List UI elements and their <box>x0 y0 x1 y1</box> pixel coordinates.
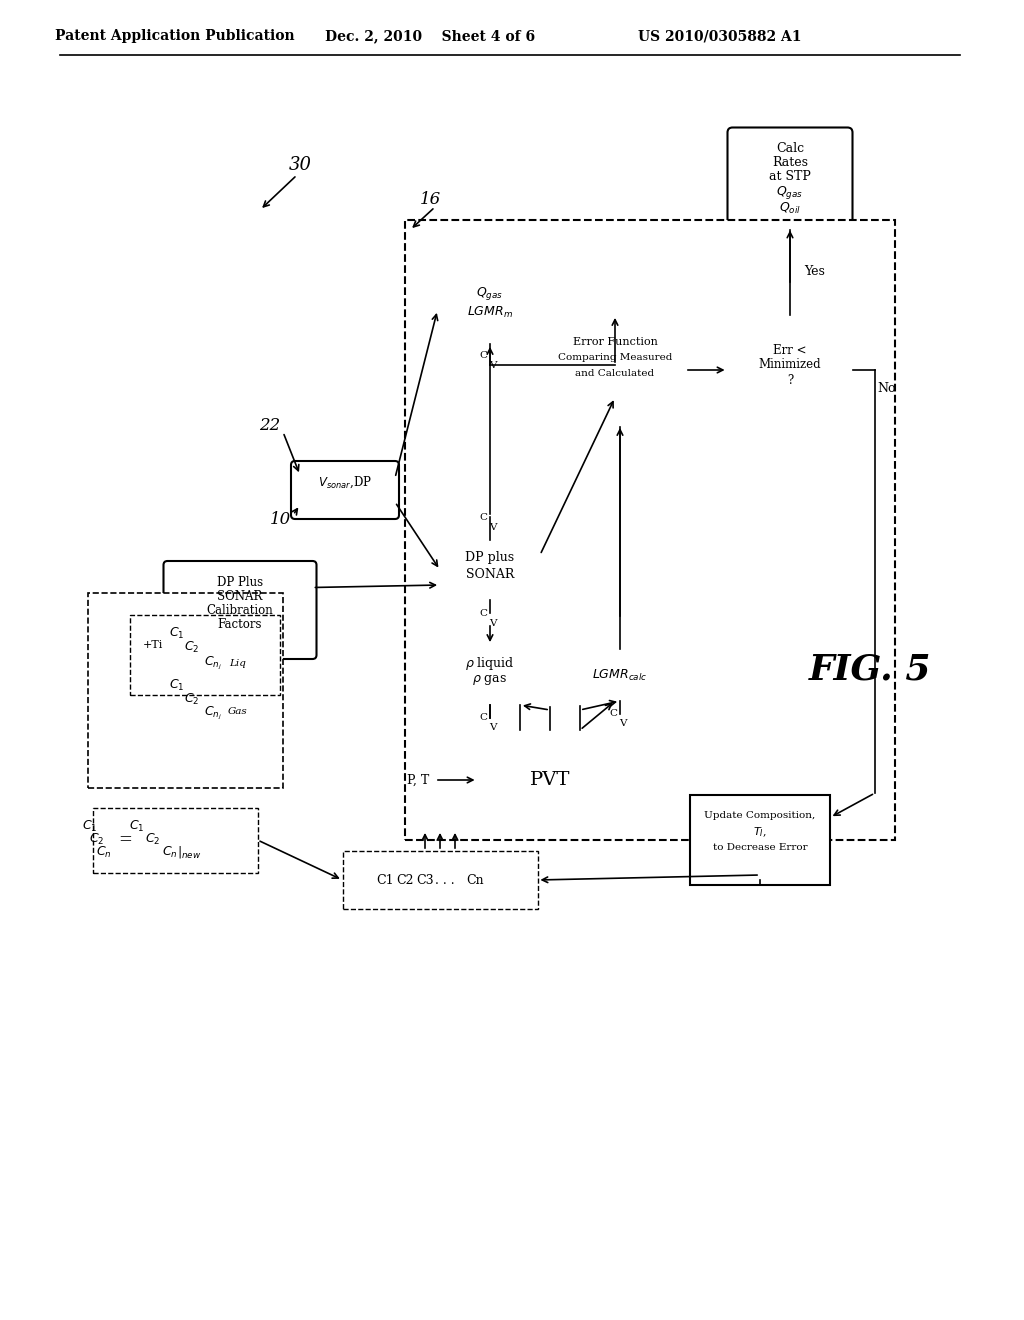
Text: to Decrease Error: to Decrease Error <box>713 843 807 853</box>
Text: 30: 30 <box>289 156 311 174</box>
Text: Dec. 2, 2010    Sheet 4 of 6: Dec. 2, 2010 Sheet 4 of 6 <box>325 29 536 44</box>
Text: V: V <box>489 723 497 733</box>
Text: Err <: Err < <box>773 343 807 356</box>
Bar <box>437 276 543 345</box>
Text: Comparing Measured: Comparing Measured <box>558 354 672 363</box>
Text: SONAR: SONAR <box>217 590 263 602</box>
Text: V: V <box>620 719 627 729</box>
Text: $LGMR_m$: $LGMR_m$ <box>467 305 513 319</box>
Text: $C_{n_j}$: $C_{n_j}$ <box>204 655 222 672</box>
Text: 22: 22 <box>259 417 281 433</box>
Text: Cn: Cn <box>466 874 483 887</box>
Text: C: C <box>479 714 487 722</box>
Text: at STP: at STP <box>769 169 811 182</box>
Text: 16: 16 <box>420 191 440 209</box>
Text: 10: 10 <box>269 511 291 528</box>
Text: $\rho$ liquid: $\rho$ liquid <box>465 655 515 672</box>
Bar <box>477 730 623 830</box>
Text: $C_n$: $C_n$ <box>162 845 178 859</box>
Text: $C_{n_j}$: $C_{n_j}$ <box>204 705 222 722</box>
Text: $Q_{oil}$: $Q_{oil}$ <box>779 201 801 215</box>
Text: FIG. 5: FIG. 5 <box>809 653 931 686</box>
Text: $C_1$: $C_1$ <box>169 677 184 693</box>
Text: Rates: Rates <box>772 156 808 169</box>
Text: $C_2$: $C_2$ <box>89 832 104 846</box>
Bar <box>342 851 538 909</box>
Text: Liq: Liq <box>229 659 247 668</box>
Text: C: C <box>609 710 617 718</box>
Text: C: C <box>479 609 487 618</box>
Text: PVT: PVT <box>529 771 570 789</box>
FancyBboxPatch shape <box>436 536 544 605</box>
Text: $\rho$ gas: $\rho$ gas <box>472 673 508 686</box>
Text: $LGMR_{calc}$: $LGMR_{calc}$ <box>592 668 648 682</box>
Text: $V_{sonar}$,DP: $V_{sonar}$,DP <box>318 474 372 490</box>
Text: C1: C1 <box>376 874 394 887</box>
Text: $C_1$: $C_1$ <box>82 818 97 833</box>
Text: C: C <box>479 512 487 521</box>
Text: Calc: Calc <box>776 141 804 154</box>
Text: +Ti: +Ti <box>142 640 163 649</box>
Text: $T_I$,: $T_I$, <box>753 825 767 838</box>
Text: US 2010/0305882 A1: US 2010/0305882 A1 <box>638 29 802 44</box>
Text: C3: C3 <box>416 874 434 887</box>
Text: Calibration: Calibration <box>207 603 273 616</box>
Bar <box>545 315 685 425</box>
Text: P, T: P, T <box>407 774 429 787</box>
Text: Gas: Gas <box>228 706 248 715</box>
Text: C2: C2 <box>396 874 414 887</box>
Text: $C_n$: $C_n$ <box>96 845 112 859</box>
Text: Yes: Yes <box>804 265 825 277</box>
Bar <box>130 615 280 696</box>
Text: V: V <box>489 523 497 532</box>
Bar <box>87 593 283 788</box>
Bar <box>92 808 257 873</box>
Text: C: C <box>479 351 487 359</box>
Text: $C_1$: $C_1$ <box>169 626 184 640</box>
Bar <box>562 649 678 701</box>
FancyBboxPatch shape <box>291 461 399 519</box>
Text: Error Function: Error Function <box>572 337 657 347</box>
Text: $C_2$: $C_2$ <box>184 692 200 706</box>
Text: Update Composition,: Update Composition, <box>705 812 816 821</box>
FancyBboxPatch shape <box>164 561 316 659</box>
Text: $C_2$: $C_2$ <box>145 832 161 846</box>
Text: DP Plus: DP Plus <box>217 576 263 589</box>
Text: $C_1$: $C_1$ <box>129 818 144 833</box>
Text: ?: ? <box>786 374 794 387</box>
Text: Minimized: Minimized <box>759 359 821 371</box>
Text: V: V <box>489 619 497 627</box>
Text: $Q_{gas}$: $Q_{gas}$ <box>776 183 804 201</box>
Text: and Calculated: and Calculated <box>575 368 654 378</box>
Text: $|_{new}$: $|_{new}$ <box>177 843 202 861</box>
Text: Patent Application Publication: Patent Application Publication <box>55 29 295 44</box>
Text: Factors: Factors <box>218 618 262 631</box>
Text: $C_2$: $C_2$ <box>184 639 200 655</box>
Polygon shape <box>727 315 853 425</box>
Text: DP plus: DP plus <box>466 552 515 565</box>
FancyBboxPatch shape <box>727 128 853 232</box>
Text: =: = <box>118 832 132 849</box>
Text: No: No <box>878 381 896 395</box>
Text: . . .: . . . <box>435 874 455 887</box>
FancyBboxPatch shape <box>436 642 544 709</box>
Text: V: V <box>489 360 497 370</box>
Bar <box>690 795 830 884</box>
Bar <box>406 220 895 840</box>
Text: SONAR: SONAR <box>466 568 514 581</box>
Text: $Q_{gas}$: $Q_{gas}$ <box>476 285 504 302</box>
